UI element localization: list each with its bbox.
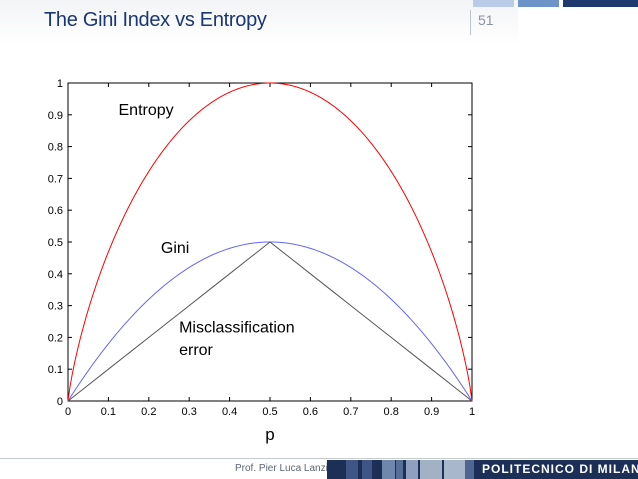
x-axis-label: p (265, 425, 274, 444)
footer-block (396, 460, 403, 479)
y-tick-label: 0.3 (48, 301, 63, 313)
x-tick-label: 0.4 (222, 406, 237, 418)
series-line-entropy (67, 82, 473, 402)
x-tick-label: 0.2 (141, 406, 156, 418)
footer-block (444, 460, 465, 479)
footer-block (346, 460, 358, 479)
footer-bar (327, 460, 638, 479)
footer-divider (0, 458, 638, 459)
y-tick-label: 0.6 (48, 205, 63, 217)
x-tick-label: 1 (469, 406, 475, 418)
annotation-label: Gini (161, 240, 189, 257)
top-bar-segment (518, 0, 559, 7)
footer-block (406, 460, 418, 479)
y-tick-label: 0 (57, 396, 63, 408)
x-tick-label: 0.7 (343, 406, 358, 418)
y-tick-label: 0.1 (48, 364, 63, 376)
series-lines (67, 82, 473, 402)
top-bar-segment (473, 0, 514, 7)
footer-institution: POLITECNICO DI MILANO (482, 462, 638, 476)
x-tick-label: 0.3 (182, 406, 197, 418)
footer-author: Prof. Pier Luca Lanzi (235, 463, 328, 474)
y-tick-label: 0.9 (48, 110, 63, 122)
y-axis-ticks: 0 0.1 0.2 0.3 0.4 0.5 0.6 0.7 0.8 0.9 1 (48, 78, 472, 408)
slide-number: 51 (478, 12, 494, 28)
x-tick-label: 0.1 (101, 406, 116, 418)
y-tick-label: 0.2 (48, 332, 63, 344)
x-tick-label: 0 (65, 406, 71, 418)
title-divider (470, 10, 471, 35)
footer-block (362, 460, 372, 479)
footer-block (465, 460, 474, 479)
annotation-label: error (179, 342, 213, 359)
x-tick-label: 0.6 (303, 406, 318, 418)
y-tick-label: 1 (57, 78, 63, 90)
annotation-label: Misclassification (179, 320, 295, 337)
x-tick-label: 0.8 (384, 406, 399, 418)
title-background (0, 0, 518, 45)
footer-block (420, 460, 442, 479)
series-line-misclassification-error (67, 241, 473, 402)
slide-title: The Gini Index vs Entropy (44, 9, 267, 31)
x-tick-label: 0.9 (424, 406, 439, 418)
annotation-label: Entropy (119, 102, 174, 119)
y-tick-label: 0.7 (48, 173, 63, 185)
y-tick-label: 0.8 (48, 142, 63, 154)
top-bar-segment (563, 0, 638, 7)
y-tick-label: 0.4 (48, 269, 63, 281)
footer-block (382, 460, 395, 479)
chart-annotations: Entropy Gini Misclassification error (119, 102, 295, 359)
y-tick-label: 0.5 (48, 237, 63, 249)
x-tick-label: 0.5 (262, 406, 277, 418)
